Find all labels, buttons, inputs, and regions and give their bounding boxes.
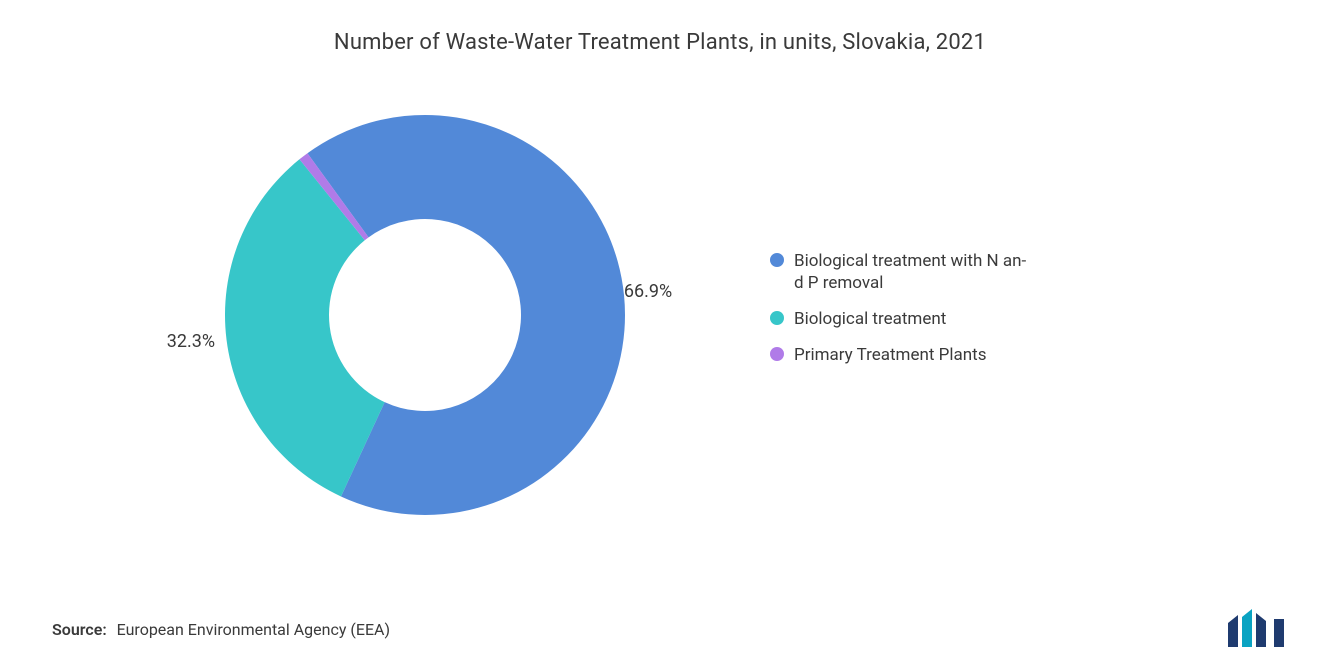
legend-label: Primary Treatment Plants: [794, 344, 986, 366]
source-label: Source:: [52, 620, 107, 639]
legend-dot-icon: [770, 347, 784, 361]
brand-logo: [1228, 609, 1286, 647]
legend: Biological treatment with N an-d P remov…: [770, 250, 1150, 380]
legend-dot-icon: [770, 253, 784, 267]
legend-item: Biological treatment: [770, 308, 1150, 330]
chart-area: 66.9%32.3% Biological treatment with N a…: [0, 80, 1320, 580]
slice-label: 32.3%: [167, 331, 215, 352]
donut-chart: 66.9%32.3%: [210, 100, 640, 530]
source-citation: Source: European Environmental Agency (E…: [52, 620, 390, 639]
legend-item: Primary Treatment Plants: [770, 344, 1150, 366]
source-text: European Environmental Agency (EEA): [117, 620, 390, 639]
chart-title: Number of Waste-Water Treatment Plants, …: [0, 0, 1320, 55]
slice-label: 66.9%: [624, 281, 672, 302]
legend-dot-icon: [770, 311, 784, 325]
legend-label: Biological treatment: [794, 308, 946, 330]
legend-item: Biological treatment with N an-d P remov…: [770, 250, 1150, 294]
legend-label: Biological treatment with N an-d P remov…: [794, 250, 1026, 294]
